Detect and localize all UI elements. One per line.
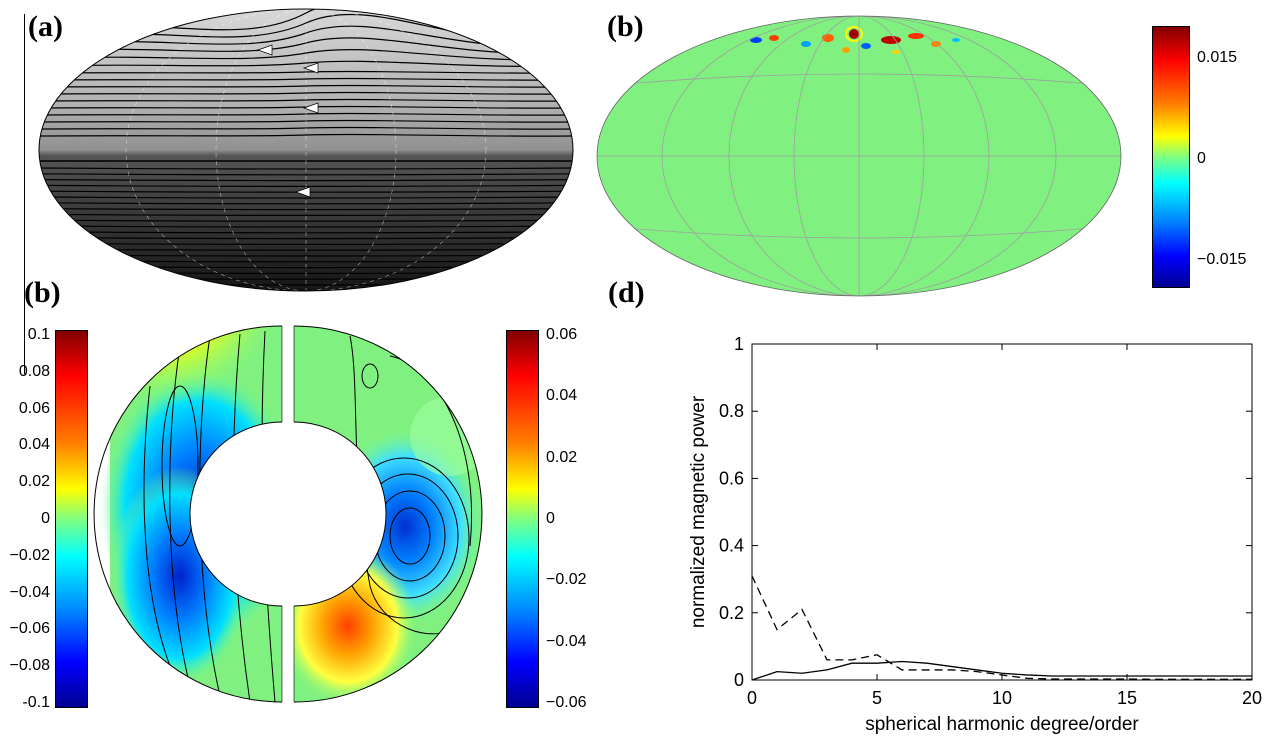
panel-b-top-map bbox=[596, 15, 1122, 297]
panel-label-d: (d) bbox=[608, 276, 645, 309]
panel-b-bottom-slices bbox=[93, 325, 483, 703]
arrow-marker-3 bbox=[302, 102, 319, 114]
y-tick-label: 0.8 bbox=[719, 401, 744, 421]
colorbar-left-tick-4: 0.04 bbox=[18, 436, 50, 454]
colorbar-right-tick-7: −0.06 bbox=[546, 694, 587, 711]
colorbar-right-tick-3: 0.02 bbox=[546, 448, 578, 466]
colorbar-left-tick-1: 0.1 bbox=[27, 326, 50, 343]
colorbar-left-tick-3: 0.06 bbox=[18, 399, 50, 417]
colorbar-right-tick-2: 0.04 bbox=[546, 387, 578, 405]
x-tick-label: 0 bbox=[747, 688, 757, 708]
y-tick-label: 0.2 bbox=[719, 603, 744, 623]
colorbar-top-tick-3: −0.015 bbox=[1197, 251, 1247, 268]
colorbar-right-tick-1: 0.06 bbox=[546, 326, 578, 343]
y-tick-label: 1 bbox=[734, 334, 744, 354]
y-tick-label: 0.4 bbox=[719, 536, 744, 556]
colorbar-left-tick-5: 0.02 bbox=[18, 473, 50, 491]
panel-label-a: (a) bbox=[28, 10, 63, 43]
panel-label-b-top: (b) bbox=[607, 10, 644, 43]
colorbar-top-tick-2: 0 bbox=[1197, 150, 1206, 167]
colorbar-right-tick-6: −0.04 bbox=[546, 632, 587, 650]
colorbar-left-tick-7: −0.02 bbox=[9, 546, 50, 564]
panel-d-chart: 0 5 10 15 20 0 0.2 0.4 0.6 0.8 1 spherical harmonic… bbox=[688, 334, 1262, 735]
colorbar-right-tick-5: −0.02 bbox=[546, 571, 587, 589]
plot-area-frame bbox=[751, 343, 1253, 681]
anomaly-blobs bbox=[750, 26, 960, 54]
x-tick-label: 10 bbox=[992, 688, 1012, 708]
y-tick-label: 0 bbox=[734, 670, 744, 690]
colorbar-top bbox=[1152, 26, 1190, 288]
series-line-dashed bbox=[751, 575, 1252, 680]
x-tick-label: 5 bbox=[872, 688, 882, 708]
panel-label-b-bottom: (b) bbox=[24, 276, 61, 309]
colorbar-right-tick-4: 0 bbox=[546, 510, 555, 527]
colorbar-left-tick-10: −0.08 bbox=[9, 657, 50, 675]
panel-a-map bbox=[38, 8, 574, 292]
colorbar-right bbox=[506, 330, 539, 708]
x-tick-label: 20 bbox=[1242, 688, 1262, 708]
series-line-solid bbox=[751, 660, 1252, 681]
colorbar-left-tick-11: -0.1 bbox=[22, 694, 50, 711]
colorbar-top-tick-1: 0.015 bbox=[1197, 49, 1238, 66]
arrow-marker-1 bbox=[256, 44, 273, 56]
colorbar-left bbox=[55, 330, 88, 708]
colorbar-left-tick-6: 0 bbox=[41, 510, 50, 527]
arrow-marker-4 bbox=[294, 186, 311, 198]
x-axis-label: spherical harmonic degree/order bbox=[865, 714, 1139, 735]
y-tick-label: 0.6 bbox=[719, 468, 744, 488]
colorbar-left-tick-9: −0.06 bbox=[9, 620, 50, 638]
panel-divider-line bbox=[24, 14, 25, 374]
arrow-marker-2 bbox=[302, 62, 319, 74]
y-axis-label: normalized magnetic power bbox=[688, 395, 709, 628]
x-tick-label: 15 bbox=[1117, 688, 1137, 708]
colorbar-left-tick-2: 0.08 bbox=[18, 362, 50, 380]
colorbar-left-tick-8: −0.04 bbox=[9, 583, 50, 601]
